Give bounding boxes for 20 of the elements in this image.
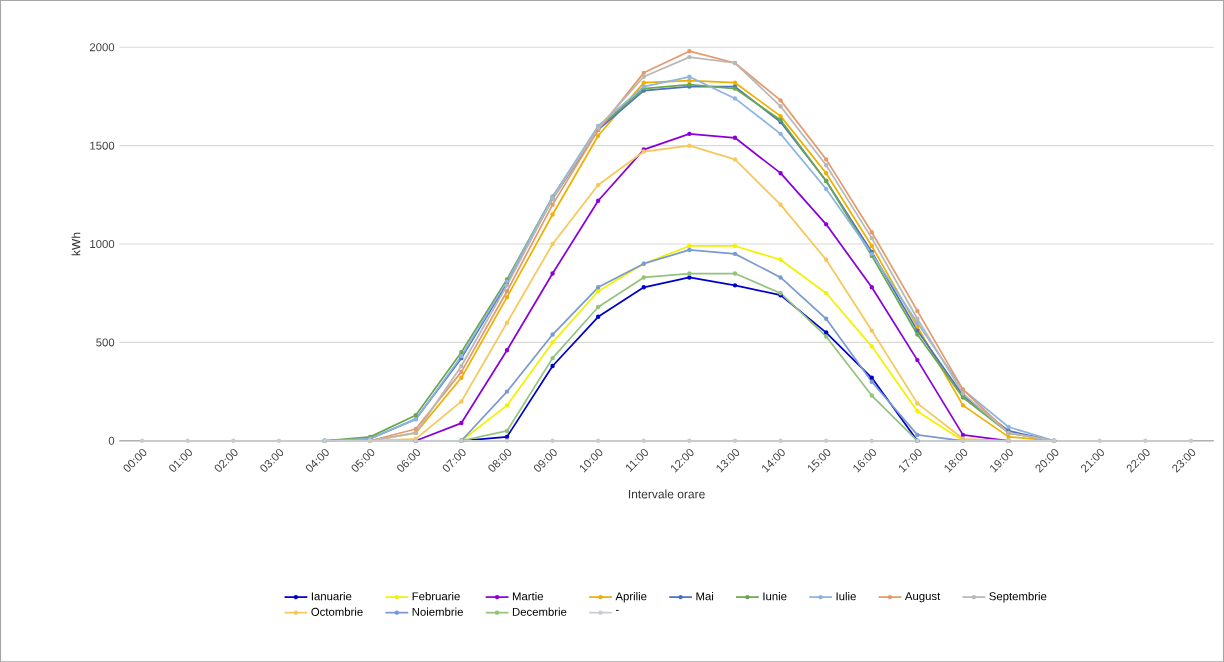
legend-label: Septembrie — [989, 591, 1047, 603]
y-tick-label: 0 — [108, 436, 115, 445]
y-axis-title: kWh — [71, 232, 81, 256]
legend-label: Ianuarie — [311, 591, 352, 601]
y-tick-label: 1000 — [90, 239, 115, 248]
y-tick-label: 2000 — [89, 43, 115, 52]
legend-label: Decembrie — [512, 607, 567, 616]
legend-label: Iunie — [763, 591, 787, 601]
legend-label: Noiembrie — [412, 607, 463, 616]
legend-label: Aprilie — [615, 591, 647, 603]
y-tick-label: 1500 — [90, 141, 115, 150]
legend-label: Iulie — [836, 591, 856, 601]
legend-label: - — [615, 609, 619, 611]
legend-label: Mai — [696, 591, 714, 601]
legend-label: Februarie — [412, 591, 460, 601]
x-axis-title: Intervale orare — [628, 489, 705, 499]
legend-label: August — [904, 592, 941, 603]
legend-label: Octombrie — [311, 607, 363, 616]
y-tick-label: 500 — [96, 338, 115, 347]
legend-label: Martie — [512, 591, 544, 601]
